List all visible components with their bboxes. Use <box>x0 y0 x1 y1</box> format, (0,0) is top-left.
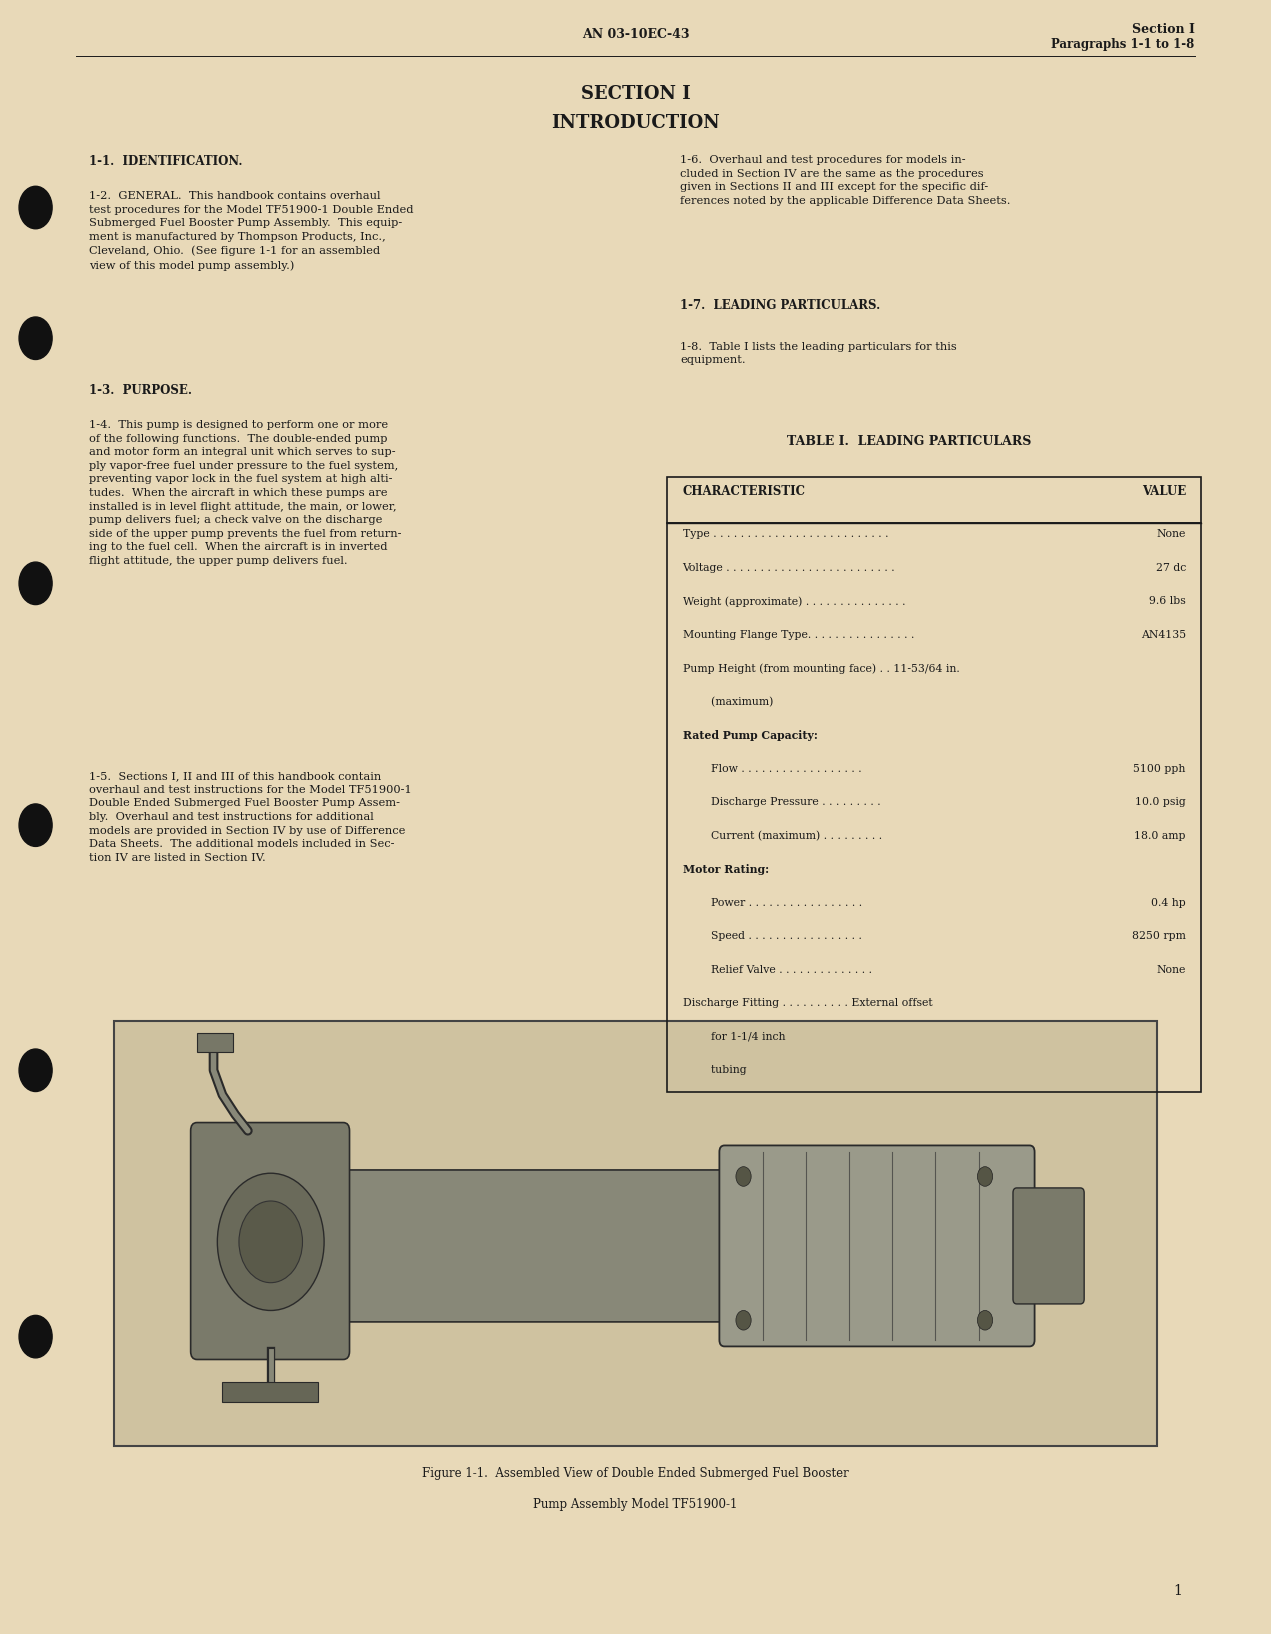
Text: TABLE I.  LEADING PARTICULARS: TABLE I. LEADING PARTICULARS <box>787 435 1031 448</box>
Text: 0.4 hp: 0.4 hp <box>1152 897 1186 909</box>
Text: Discharge Pressure . . . . . . . . .: Discharge Pressure . . . . . . . . . <box>683 797 880 807</box>
Text: Current (maximum) . . . . . . . . .: Current (maximum) . . . . . . . . . <box>683 830 882 842</box>
FancyBboxPatch shape <box>313 1170 806 1322</box>
FancyBboxPatch shape <box>719 1145 1035 1346</box>
Circle shape <box>19 804 52 846</box>
Text: 9.6 lbs: 9.6 lbs <box>1149 596 1186 606</box>
Circle shape <box>19 1315 52 1358</box>
Text: (maximum): (maximum) <box>683 696 773 708</box>
Circle shape <box>19 1049 52 1092</box>
Text: 10.0 psig: 10.0 psig <box>1135 797 1186 807</box>
Bar <box>667 477 1201 523</box>
Text: VALUE: VALUE <box>1141 485 1186 498</box>
Text: 18.0 amp: 18.0 amp <box>1134 830 1186 842</box>
Circle shape <box>239 1201 302 1283</box>
Text: None: None <box>1157 964 1186 975</box>
Text: Section I: Section I <box>1132 23 1195 36</box>
Circle shape <box>736 1167 751 1186</box>
Text: Flow . . . . . . . . . . . . . . . . . .: Flow . . . . . . . . . . . . . . . . . . <box>683 763 862 775</box>
Bar <box>222 1382 318 1402</box>
Text: 1-8.  Table I lists the leading particulars for this
equipment.: 1-8. Table I lists the leading particula… <box>680 342 957 364</box>
Text: CHARACTERISTIC: CHARACTERISTIC <box>683 485 806 498</box>
Text: Discharge Fitting . . . . . . . . . . External offset: Discharge Fitting . . . . . . . . . . Ex… <box>683 998 932 1008</box>
Text: Speed . . . . . . . . . . . . . . . . .: Speed . . . . . . . . . . . . . . . . . <box>683 931 862 941</box>
FancyBboxPatch shape <box>1013 1188 1084 1304</box>
Text: Voltage . . . . . . . . . . . . . . . . . . . . . . . . .: Voltage . . . . . . . . . . . . . . . . … <box>683 562 895 574</box>
Text: tubing: tubing <box>683 1065 746 1075</box>
Text: AN4135: AN4135 <box>1140 629 1186 641</box>
Text: 5100 pph: 5100 pph <box>1134 763 1186 775</box>
Bar <box>197 1033 233 1052</box>
Text: Motor Rating:: Motor Rating: <box>683 864 769 876</box>
Text: 1-6.  Overhaul and test procedures for models in-
cluded in Section IV are the s: 1-6. Overhaul and test procedures for mo… <box>680 155 1010 206</box>
Circle shape <box>977 1310 993 1330</box>
Text: Relief Valve . . . . . . . . . . . . . .: Relief Valve . . . . . . . . . . . . . . <box>683 964 872 975</box>
Circle shape <box>977 1167 993 1186</box>
Text: Weight (approximate) . . . . . . . . . . . . . . .: Weight (approximate) . . . . . . . . . .… <box>683 596 905 606</box>
Bar <box>114 1021 1157 1446</box>
Text: Type . . . . . . . . . . . . . . . . . . . . . . . . . .: Type . . . . . . . . . . . . . . . . . .… <box>683 529 888 539</box>
Text: None: None <box>1157 529 1186 539</box>
Text: 1-2.  GENERAL.  This handbook contains overhaul
test procedures for the Model TF: 1-2. GENERAL. This handbook contains ove… <box>89 191 413 271</box>
Text: for 1-1/4 inch: for 1-1/4 inch <box>683 1033 785 1042</box>
Text: AN 03-10EC-43: AN 03-10EC-43 <box>582 28 689 41</box>
Circle shape <box>736 1310 751 1330</box>
Text: 1: 1 <box>1173 1583 1182 1598</box>
Text: 27 dc: 27 dc <box>1155 562 1186 574</box>
Bar <box>667 523 1201 1092</box>
Circle shape <box>217 1173 324 1310</box>
Text: 8250 rpm: 8250 rpm <box>1132 931 1186 941</box>
Text: Paragraphs 1-1 to 1-8: Paragraphs 1-1 to 1-8 <box>1051 38 1195 51</box>
Text: 1-1.  IDENTIFICATION.: 1-1. IDENTIFICATION. <box>89 155 243 168</box>
Text: Mounting Flange Type. . . . . . . . . . . . . . . .: Mounting Flange Type. . . . . . . . . . … <box>683 629 914 641</box>
Text: Power . . . . . . . . . . . . . . . . .: Power . . . . . . . . . . . . . . . . . <box>683 897 862 909</box>
Text: SECTION I: SECTION I <box>581 85 690 103</box>
FancyBboxPatch shape <box>191 1123 350 1359</box>
Circle shape <box>19 317 52 359</box>
Circle shape <box>19 186 52 229</box>
Text: INTRODUCTION: INTRODUCTION <box>552 114 719 132</box>
Text: 1-4.  This pump is designed to perform one or more
of the following functions.  : 1-4. This pump is designed to perform on… <box>89 420 402 565</box>
Text: Pump Assembly Model TF51900-1: Pump Assembly Model TF51900-1 <box>534 1498 737 1511</box>
Text: Figure 1-1.  Assembled View of Double Ended Submerged Fuel Booster: Figure 1-1. Assembled View of Double End… <box>422 1467 849 1480</box>
Text: Pump Height (from mounting face) . . 11-53/64 in.: Pump Height (from mounting face) . . 11-… <box>683 663 960 673</box>
Circle shape <box>19 562 52 605</box>
Text: 1-7.  LEADING PARTICULARS.: 1-7. LEADING PARTICULARS. <box>680 299 881 312</box>
Text: Rated Pump Capacity:: Rated Pump Capacity: <box>683 730 817 742</box>
Text: 1-5.  Sections I, II and III of this handbook contain
overhaul and test instruct: 1-5. Sections I, II and III of this hand… <box>89 771 412 863</box>
Text: 1-3.  PURPOSE.: 1-3. PURPOSE. <box>89 384 192 397</box>
